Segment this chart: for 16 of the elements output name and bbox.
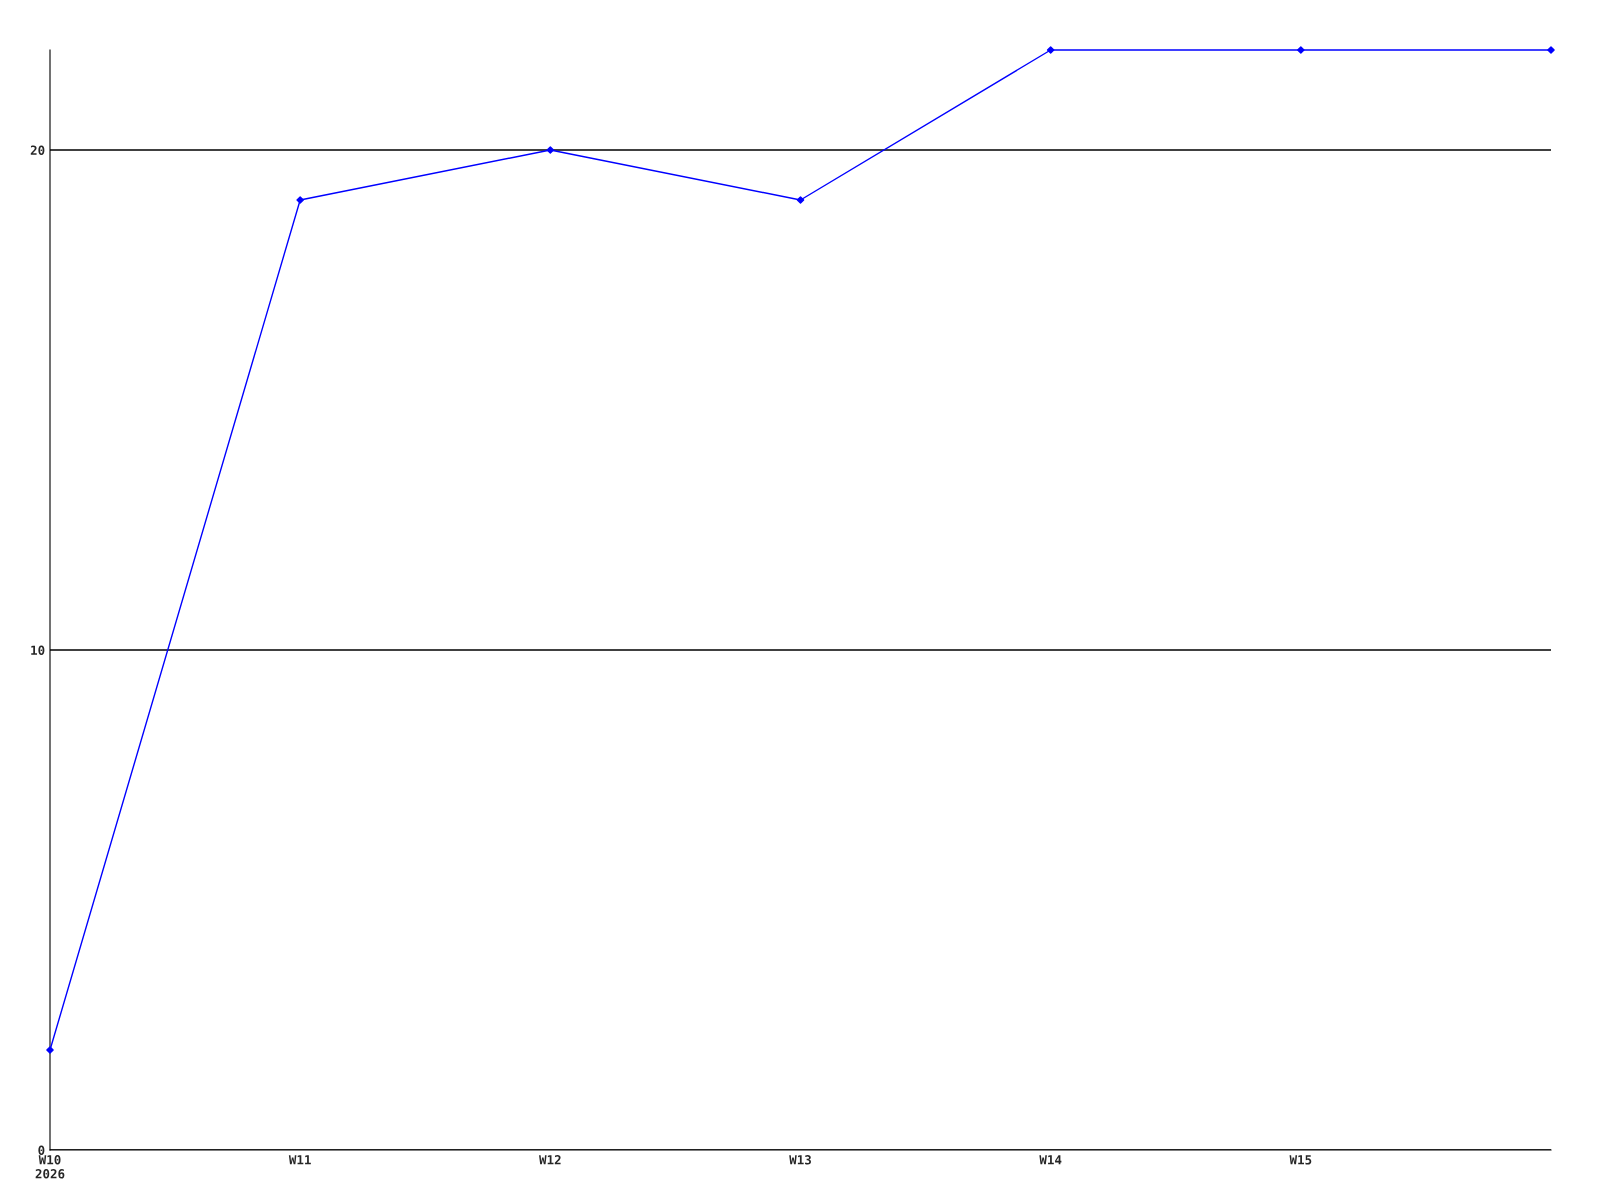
y-tick-label: 10 (31, 645, 45, 655)
point (1547, 46, 1555, 54)
x-tick-label: W11 (288, 1155, 311, 1165)
point (796, 196, 805, 204)
point (1297, 46, 1305, 54)
point (1046, 46, 1055, 54)
x-tick-label: W12 (539, 1155, 561, 1165)
x-tick-label: W10 2026 (35, 1155, 65, 1179)
point (546, 146, 555, 154)
y-tick-label: 0 (38, 1145, 45, 1155)
x-tick-label: W15 (1289, 1155, 1312, 1165)
y-tick-label: 20 (30, 145, 45, 155)
point (296, 196, 304, 204)
x-tick-label: W14 (1039, 1155, 1062, 1165)
point (46, 1046, 54, 1054)
x-tick-label: W13 (789, 1155, 811, 1165)
